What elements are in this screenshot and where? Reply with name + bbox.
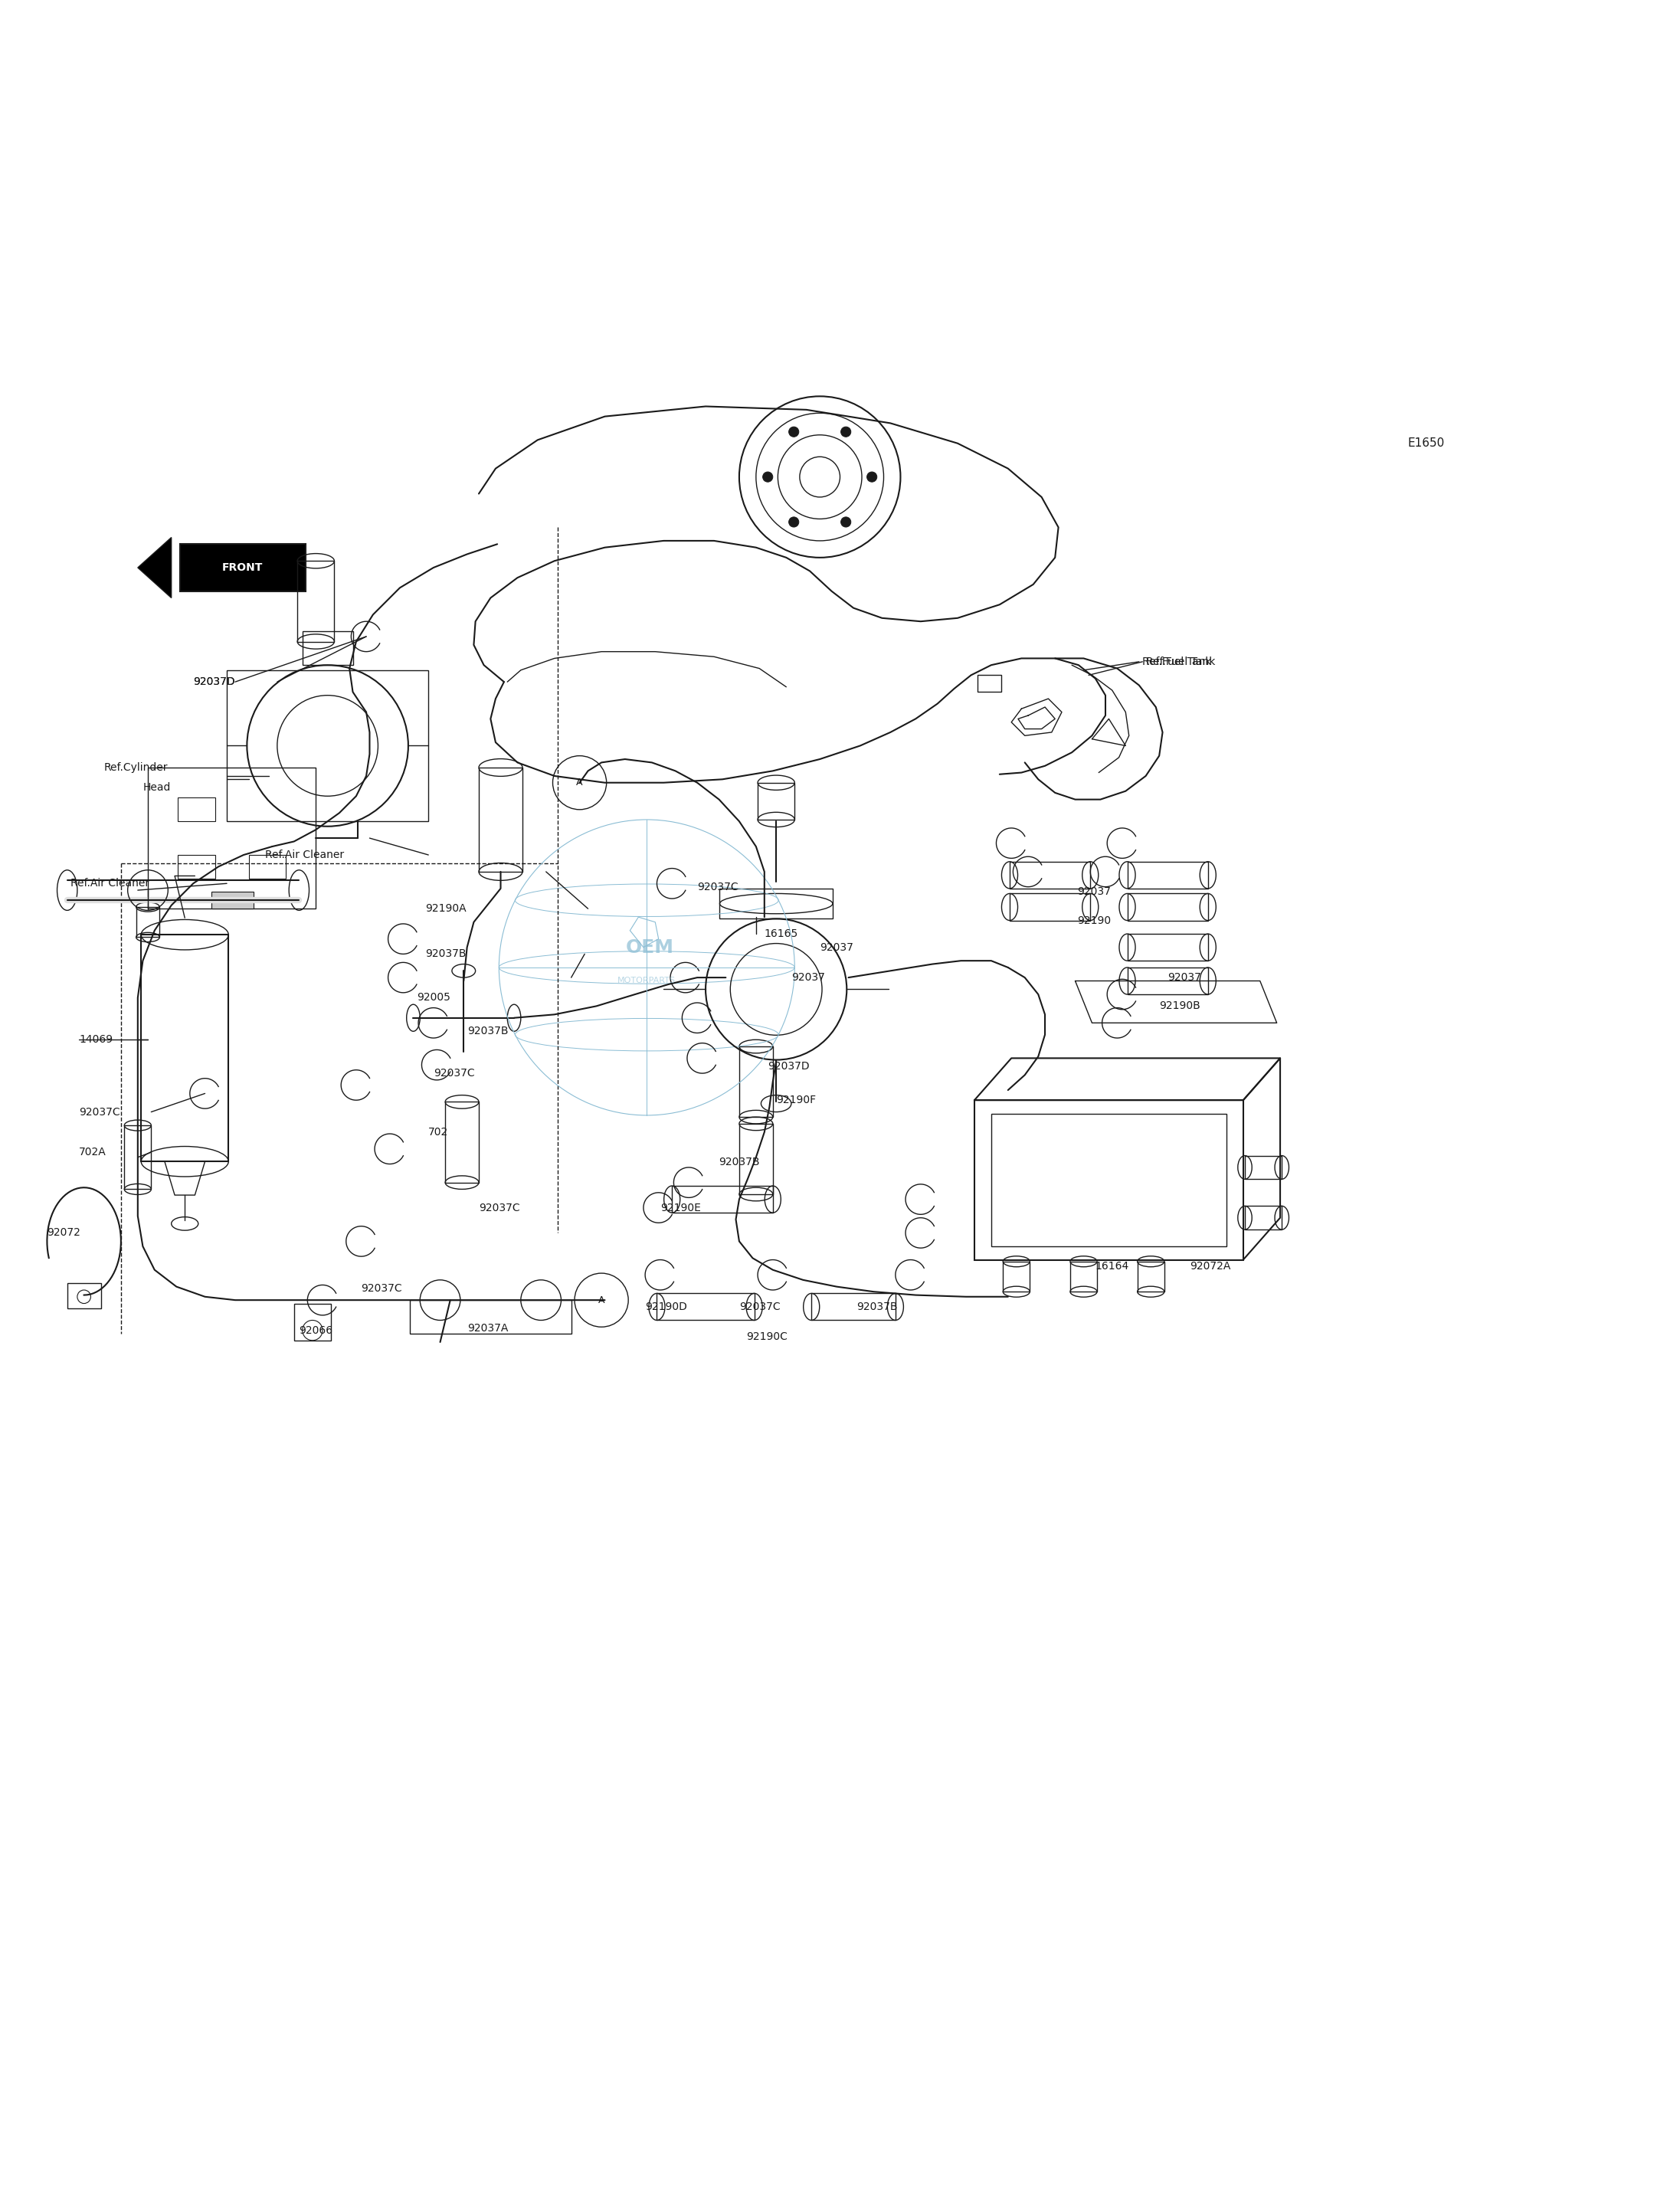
Text: 92037D: 92037D [768, 1061, 810, 1072]
Bar [136, 907, 160, 938]
Bar [67, 1283, 101, 1309]
Text: Ref.Fuel Tank: Ref.Fuel Tank [1142, 657, 1211, 668]
Bar [657, 1294, 754, 1320]
Bar [410, 1301, 571, 1334]
Text: 92190B: 92190B [1159, 1002, 1201, 1011]
Text: 92190A: 92190A [425, 903, 465, 914]
Bar [445, 1103, 479, 1182]
Bar [141, 934, 228, 1162]
Text: A: A [598, 1294, 605, 1305]
Text: 92037C: 92037C [361, 1283, 402, 1294]
Text: 702: 702 [428, 1127, 449, 1138]
Text: 92037A: 92037A [467, 1323, 507, 1334]
Text: 92037B: 92037B [467, 1026, 507, 1037]
FancyBboxPatch shape [180, 545, 306, 591]
Circle shape [867, 472, 877, 481]
Text: 92037C: 92037C [79, 1107, 119, 1118]
Bar [811, 1294, 895, 1320]
Text: Ref.Cylinder: Ref.Cylinder [104, 762, 168, 773]
Text: 92190D: 92190D [645, 1301, 687, 1312]
Text: 92072: 92072 [47, 1228, 81, 1239]
Text: 92037B: 92037B [425, 949, 465, 960]
Text: 92037: 92037 [1168, 973, 1201, 982]
Bar [739, 1123, 773, 1195]
Bar [1070, 1261, 1097, 1292]
Text: 92072A: 92072A [1189, 1261, 1230, 1272]
Text: 92037D: 92037D [193, 677, 235, 688]
Text: 92037D: 92037D [193, 677, 235, 688]
Text: 92037: 92037 [820, 943, 853, 953]
Bar [178, 855, 215, 879]
Text: 92190F: 92190F [776, 1094, 816, 1105]
Bar [991, 1114, 1226, 1246]
Text: 92037C: 92037C [697, 881, 738, 892]
Bar [1127, 967, 1208, 995]
Text: E1650: E1650 [1408, 437, 1445, 448]
Bar [148, 767, 316, 910]
Text: 14069: 14069 [79, 1035, 113, 1046]
Bar [1137, 1261, 1164, 1292]
Circle shape [840, 426, 850, 437]
Bar [178, 798, 215, 822]
Circle shape [840, 516, 850, 527]
Text: 92037B: 92037B [719, 1158, 759, 1167]
Text: 702A: 702A [79, 1147, 106, 1158]
Text: 92005: 92005 [417, 993, 450, 1004]
Text: 92190C: 92190C [746, 1331, 788, 1342]
Text: 92190: 92190 [1077, 916, 1110, 925]
Text: Ref.Air Cleaner: Ref.Air Cleaner [71, 879, 150, 890]
Bar [249, 855, 286, 879]
Bar [227, 670, 428, 822]
Text: 92037C: 92037C [433, 1068, 474, 1079]
Bar [479, 767, 522, 872]
Bar [1127, 894, 1208, 921]
Bar [672, 1186, 773, 1213]
Bar [719, 888, 833, 918]
Polygon shape [138, 538, 171, 598]
Text: Ref.Fuel Tank: Ref.Fuel Tank [1146, 657, 1215, 668]
Text: 16164: 16164 [1095, 1261, 1129, 1272]
Text: 92037: 92037 [791, 973, 825, 982]
Circle shape [790, 516, 798, 527]
Text: OEM: OEM [627, 938, 674, 956]
Text: 92037B: 92037B [857, 1301, 897, 1312]
Bar [758, 782, 795, 819]
Bar [974, 1101, 1243, 1259]
Bar [212, 892, 254, 910]
Text: 92037: 92037 [1077, 888, 1110, 896]
Text: MOTORPARTS: MOTORPARTS [618, 978, 675, 984]
Text: Head: Head [143, 782, 171, 793]
Text: 16165: 16165 [764, 929, 798, 940]
Bar [1010, 861, 1090, 888]
Text: 92066: 92066 [299, 1325, 333, 1336]
Text: A: A [576, 778, 583, 789]
Bar [294, 1303, 331, 1340]
Text: 92190E: 92190E [660, 1202, 701, 1213]
Bar [297, 560, 334, 642]
Bar [1245, 1206, 1282, 1230]
Circle shape [790, 426, 798, 437]
Text: FRONT: FRONT [222, 562, 264, 573]
Bar [302, 631, 353, 666]
Bar [978, 674, 1001, 692]
Bar [1010, 894, 1090, 921]
Bar [1127, 934, 1208, 960]
Text: 92037C: 92037C [739, 1301, 780, 1312]
Bar [1245, 1156, 1282, 1180]
Bar [124, 1125, 151, 1189]
Bar [1127, 861, 1208, 888]
Bar [1003, 1261, 1030, 1292]
Text: 92037C: 92037C [479, 1202, 519, 1213]
Bar [739, 1046, 773, 1116]
Circle shape [763, 472, 773, 481]
Text: Ref.Air Cleaner: Ref.Air Cleaner [265, 850, 344, 861]
